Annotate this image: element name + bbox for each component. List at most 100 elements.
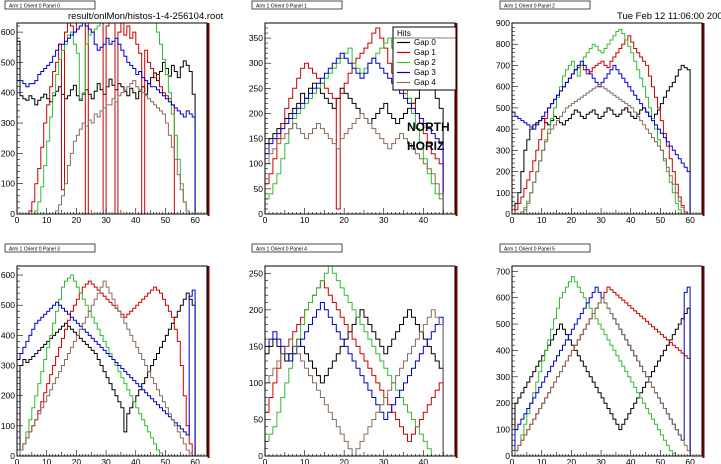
x-tick-label: 30 <box>596 215 606 225</box>
y-tick-label: 100 <box>496 425 510 435</box>
x-tick-label: 30 <box>101 215 111 225</box>
y-tick-label: 150 <box>249 341 263 351</box>
series-line-gap-2 <box>265 265 455 457</box>
series-line-gap-4 <box>17 80 202 215</box>
y-tick-label: 400 <box>1 330 15 340</box>
panel-title: Arm 1 Orient 0 Panel 1 <box>256 3 307 9</box>
x-tick-label: 10 <box>537 457 547 464</box>
y-tick-label: 500 <box>496 103 510 113</box>
x-tick-label: 0 <box>510 215 515 225</box>
panel-title-box <box>499 243 591 253</box>
timestamp-label: Tue Feb 12 11:06:00 2008 <box>617 11 721 22</box>
x-tick-label: 0 <box>15 457 20 464</box>
legend-label: Gap 1 <box>414 48 436 57</box>
series-line-gap-1 <box>17 280 202 457</box>
y-tick-label: 500 <box>1 300 15 310</box>
panel-title-box <box>4 243 96 253</box>
panel-title-tag: Arm 1 Orient 0 Panel 2 <box>499 0 591 10</box>
y-tick-label: 0 <box>505 209 510 219</box>
panel-title: Arm 1 Orient 0 Panel 4 <box>256 246 307 252</box>
y-tick-label: 200 <box>249 108 263 118</box>
y-tick-label: 200 <box>496 398 510 408</box>
x-tick-label: 30 <box>379 457 389 464</box>
y-tick-label: 300 <box>496 145 510 155</box>
legend-label: Gap 4 <box>414 78 436 87</box>
y-tick-label: 300 <box>496 372 510 382</box>
x-tick-label: 60 <box>190 457 200 464</box>
x-tick-label: 0 <box>15 215 20 225</box>
y-tick-label: 100 <box>249 159 263 169</box>
series-line-gap-0 <box>512 307 697 457</box>
y-tick-label: 200 <box>249 305 263 315</box>
panel-title-tag: Arm 1 Orient 0 Panel 1 <box>251 0 343 10</box>
y-tick-label: 0 <box>505 451 510 461</box>
x-tick-label: 20 <box>567 215 577 225</box>
y-tick-label: 50 <box>254 414 264 424</box>
x-tick-label: 0 <box>263 215 268 225</box>
y-tick-label: 150 <box>249 134 263 144</box>
north-label: NORTH <box>407 120 450 134</box>
legend-frame <box>392 26 457 91</box>
x-tick-label: 20 <box>339 457 349 464</box>
x-tick-label: 20 <box>339 215 349 225</box>
panel-title-tag: Arm 1 Orient 0 Panel 3 <box>4 243 96 253</box>
y-tick-label: 600 <box>1 27 15 37</box>
y-tick-label: 700 <box>496 60 510 70</box>
series-line-gap-0 <box>17 292 202 457</box>
x-tick-label: 0 <box>263 457 268 464</box>
y-tick-label: 0 <box>10 451 15 461</box>
panel-title-tag: Arm 1 Orient 0 Panel 0 <box>4 0 96 10</box>
x-tick-label: 10 <box>42 457 52 464</box>
series-line-gap-2 <box>265 37 455 215</box>
y-tick-label: 0 <box>10 209 15 219</box>
y-tick-label: 200 <box>496 167 510 177</box>
series-line-gap-1 <box>265 280 455 457</box>
legend-label: Gap 0 <box>414 38 436 47</box>
x-tick-label: 0 <box>510 457 515 464</box>
y-tick-label: 500 <box>496 319 510 329</box>
series-line-gap-2 <box>512 28 697 215</box>
file-path-label: result/onlMon/histos-1-4-256104.root <box>68 11 224 22</box>
y-tick-label: 50 <box>254 184 264 194</box>
series-line-gap-3 <box>17 289 202 457</box>
x-tick-label: 50 <box>161 457 171 464</box>
panels-layer: Arm 1 Orient 0 Panel 00 10 20 30 40 50 6001002… <box>1 0 705 464</box>
histogram-panel-3: Arm 1 Orient 0 Panel 30 10 20 30 40 50 6001002… <box>1 243 210 464</box>
x-tick-label: 10 <box>42 215 52 225</box>
histogram-panel-1: Arm 1 Orient 0 Panel 1 0 10 20 30 40 0 50 100 150… <box>249 0 458 225</box>
x-tick-label: 40 <box>131 457 141 464</box>
y-tick-label: 0 <box>258 209 263 219</box>
y-tick-label: 200 <box>1 391 15 401</box>
y-tick-label: 100 <box>1 421 15 431</box>
y-tick-label: 250 <box>249 83 263 93</box>
x-tick-label: 40 <box>626 215 636 225</box>
x-tick-label: 20 <box>72 215 82 225</box>
plot-frame <box>511 22 703 215</box>
x-tick-label: 40 <box>419 215 429 225</box>
histogram-panel-4: Arm 1 Orient 0 Panel 4 0 10 20 30 40 0 50 100 150… <box>249 243 458 464</box>
series-line-gap-2 <box>17 274 202 457</box>
series-line-gap-1 <box>17 22 202 215</box>
y-tick-label: 600 <box>496 82 510 92</box>
plot-frame <box>264 265 456 457</box>
panel-title-box <box>251 243 343 253</box>
histogram-panel-0: Arm 1 Orient 0 Panel 00 10 20 30 40 50 6001002… <box>1 0 210 225</box>
panel-title-tag: Arm 1 Orient 0 Panel 5 <box>499 243 591 253</box>
histogram-panel-2: Arm 1 Orient 0 Panel 20 10 20 30 40 50 6001002… <box>496 0 705 225</box>
x-tick-label: 30 <box>379 215 389 225</box>
series-line-gap-2 <box>17 22 202 215</box>
y-tick-label: 400 <box>496 124 510 134</box>
y-tick-label: 350 <box>249 33 263 43</box>
y-tick-label: 900 <box>496 18 510 28</box>
y-tick-label: 800 <box>496 39 510 49</box>
x-tick-label: 20 <box>567 457 577 464</box>
x-tick-label: 40 <box>131 215 141 225</box>
y-tick-label: 300 <box>1 118 15 128</box>
series-line-gap-3 <box>512 60 697 215</box>
y-tick-label: 200 <box>1 148 15 158</box>
x-tick-label: 40 <box>626 457 636 464</box>
x-tick-label: 40 <box>419 457 429 464</box>
